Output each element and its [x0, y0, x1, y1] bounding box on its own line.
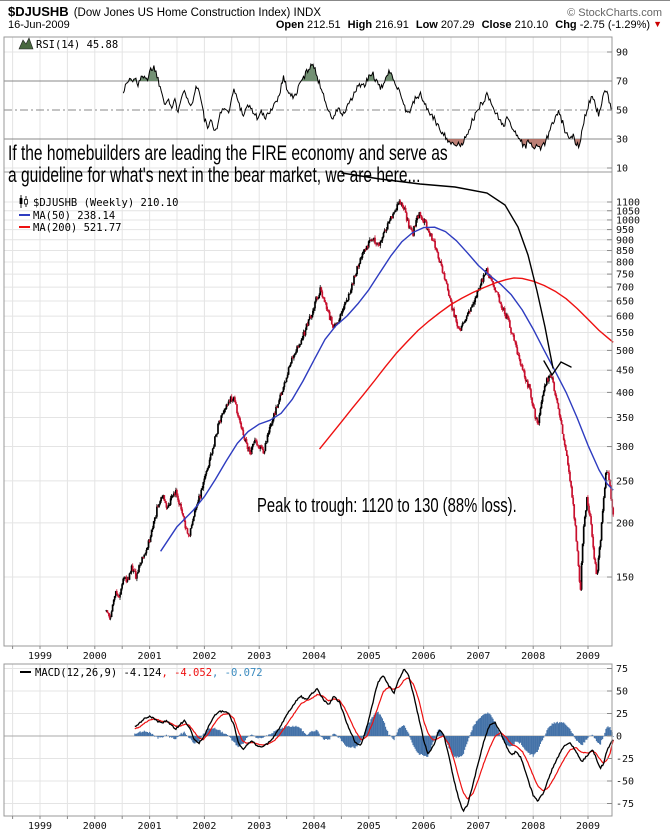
index-name: (Dow Jones US Home Construction Index) I… — [73, 7, 322, 19]
rsi-legend-label: RSI(14) 45.88 — [36, 39, 118, 51]
ma50-legend-label: MA(50) 238.14 — [33, 210, 115, 222]
plot-layer: 9070503010110010501000950900850800750700… — [3, 36, 640, 832]
x-axis-year-label: 2005 — [357, 821, 381, 832]
y-axis-label: 950 — [616, 225, 634, 236]
x-axis-year-label: 2004 — [302, 821, 326, 832]
annotation-arrow — [341, 172, 572, 377]
indicator-icon — [18, 37, 34, 50]
x-axis-year-label: 2008 — [521, 651, 545, 662]
x-axis-year-label: 2000 — [83, 821, 107, 832]
y-axis-label: 800 — [616, 257, 634, 268]
x-axis-year-label: 2005 — [357, 651, 381, 662]
quote-open: Open 212.51 — [275, 19, 341, 31]
quote-low: Low 207.29 — [415, 19, 475, 31]
y-axis-label: 10 — [616, 164, 628, 175]
x-axis-year-label: 2002 — [192, 821, 216, 832]
x-axis-year-label: 2007 — [466, 651, 490, 662]
stockcharts-credit: © StockCharts.com — [567, 7, 662, 19]
macd-legend-label: MACD(12,26,9) -4.124, -4.052, -0.072 — [35, 667, 263, 679]
y-axis-label: 50 — [616, 106, 628, 117]
y-axis-label: 500 — [616, 346, 634, 357]
y-axis-label: 200 — [616, 518, 634, 529]
y-axis-label: -25 — [616, 754, 634, 765]
quote-date: 16-Jun-2009 — [8, 19, 70, 31]
x-axis-year-label: 1999 — [28, 821, 52, 832]
macd-legend: MACD(12,26,9) -4.124, -4.052, -0.072 — [20, 667, 263, 679]
x-axis-year-label: 2000 — [83, 651, 107, 662]
change-down-icon: ▼ — [653, 19, 662, 29]
y-axis-label: 150 — [616, 573, 634, 584]
y-axis-label: -75 — [616, 799, 634, 810]
x-axis-year-label: 2002 — [192, 651, 216, 662]
quote-change: Chg -2.75 (-1.29%) ▼ — [555, 19, 662, 31]
annotation-peak-trough: Peak to trough: 1120 to 130 (88% loss). — [257, 495, 517, 517]
y-axis-label: 400 — [616, 388, 634, 399]
y-axis-label: 450 — [616, 366, 634, 377]
y-axis-label: 75 — [616, 664, 628, 675]
y-axis-label: 25 — [616, 709, 628, 720]
y-axis-label: 300 — [616, 442, 634, 453]
y-axis-label: 30 — [616, 135, 628, 146]
x-axis-year-label: 2009 — [576, 821, 600, 832]
quote-high: High 216.91 — [347, 19, 409, 31]
quote-close: Close 210.10 — [481, 19, 549, 31]
ticker-symbol: $DJUSHB — [8, 4, 69, 19]
x-axis-year-label: 2006 — [412, 651, 436, 662]
y-axis-label: 700 — [616, 283, 634, 294]
rsi-legend: RSI(14) 45.88 — [18, 37, 118, 51]
y-axis-label: 750 — [616, 270, 634, 281]
x-axis-year-label: 1999 — [28, 651, 52, 662]
header-title-row: $DJUSHB (Dow Jones US Home Construction … — [8, 4, 662, 19]
y-axis-label: 1050 — [616, 206, 640, 217]
y-axis-label: 90 — [616, 48, 628, 59]
y-axis-label: 1100 — [616, 198, 640, 209]
y-axis-label: 50 — [616, 687, 628, 698]
y-axis-label: 600 — [616, 312, 634, 323]
y-axis-label: 0 — [616, 732, 622, 743]
annotation-text-line1: If the homebuilders are leading the FIRE… — [8, 142, 448, 165]
x-axis-year-label: 2003 — [247, 651, 271, 662]
y-axis-label: 350 — [616, 413, 634, 424]
price-legend: $DJUSHB (Weekly) 210.10 MA(50) 238.14 MA… — [19, 195, 178, 234]
ma200-legend-label: MA(200) 521.77 — [33, 222, 122, 234]
y-axis-label: 650 — [616, 297, 634, 308]
ohlc-quote: Open 212.51 High 216.91 Low 207.29 Close… — [276, 19, 662, 31]
x-axis-year-label: 2007 — [466, 821, 490, 832]
x-axis-year-label: 2003 — [247, 821, 271, 832]
x-axis-year-label: 2008 — [521, 821, 545, 832]
y-axis-label: 900 — [616, 235, 634, 246]
y-axis-label: 70 — [616, 77, 628, 88]
annotation-text-line2: a guideline for what's next in the bear … — [8, 164, 421, 187]
x-axis-year-label: 2006 — [412, 821, 436, 832]
candlestick-icon — [19, 195, 28, 208]
y-axis-label: 1000 — [616, 215, 640, 226]
x-axis-year-label: 2001 — [138, 821, 162, 832]
header-quote-row: 16-Jun-2009 Open 212.51 High 216.91 Low … — [8, 19, 662, 31]
y-axis-label: 550 — [616, 328, 634, 339]
x-axis-year-label: 2001 — [138, 651, 162, 662]
y-axis-label: -50 — [616, 777, 634, 788]
x-axis-year-label: 2004 — [302, 651, 326, 662]
price-legend-label: $DJUSHB (Weekly) 210.10 — [33, 197, 178, 209]
y-axis-label: 850 — [616, 246, 634, 257]
y-axis-label: 250 — [616, 476, 634, 487]
x-axis-year-label: 2009 — [576, 651, 600, 662]
